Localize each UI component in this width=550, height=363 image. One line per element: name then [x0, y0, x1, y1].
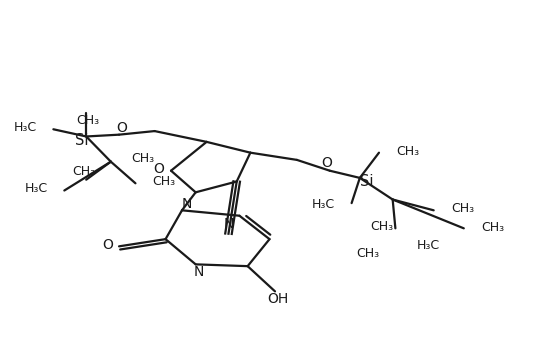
- Text: Si: Si: [75, 132, 89, 148]
- Text: H₃C: H₃C: [417, 239, 440, 252]
- Text: CH₃: CH₃: [397, 145, 420, 158]
- Text: OH: OH: [267, 292, 288, 306]
- Text: CH₃: CH₃: [76, 114, 100, 127]
- Text: CH₃: CH₃: [152, 175, 175, 188]
- Text: O: O: [116, 121, 126, 135]
- Text: Si: Si: [360, 174, 373, 189]
- Text: CH₃: CH₃: [131, 152, 155, 164]
- Text: CH₃: CH₃: [72, 165, 95, 178]
- Text: CH₃: CH₃: [451, 202, 474, 215]
- Text: H₃C: H₃C: [312, 199, 335, 211]
- Text: O: O: [153, 162, 164, 176]
- Text: CH₃: CH₃: [370, 220, 393, 233]
- Text: H₃C: H₃C: [25, 182, 48, 195]
- Text: N: N: [181, 197, 191, 211]
- Text: CH₃: CH₃: [481, 221, 504, 234]
- Text: O: O: [322, 156, 332, 171]
- Text: O: O: [103, 238, 113, 252]
- Text: CH₃: CH₃: [356, 247, 379, 260]
- Text: N: N: [193, 265, 204, 278]
- Text: H₃C: H₃C: [14, 121, 37, 134]
- Text: N: N: [223, 217, 234, 231]
